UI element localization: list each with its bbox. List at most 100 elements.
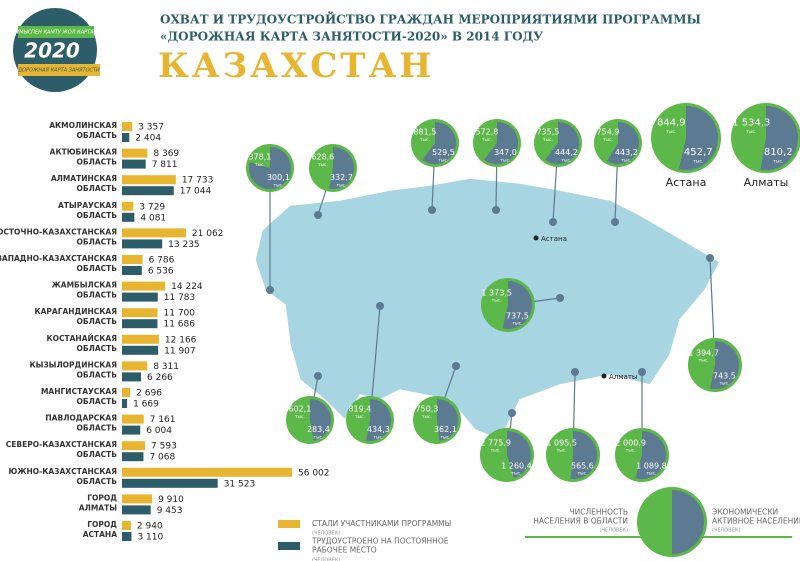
population-label: 750,3 xyxy=(415,405,438,414)
unit-label: тыс. xyxy=(666,130,676,135)
logo-text: ЖҰМЫСПЕН ҚАМТУ ЖОЛ КАРТАСЫ xyxy=(10,30,102,36)
population-label: 1 095,5 xyxy=(546,438,577,447)
region-dot xyxy=(508,409,516,417)
active-wedge xyxy=(760,106,798,170)
logo-text: ДОРОЖНАЯ КАРТА ЗАНЯТОСТИ xyxy=(17,68,100,74)
value-label: 9 910 xyxy=(158,495,184,505)
category-label: АЛМАТИНСКАЯ ОБЛАСТЬ xyxy=(51,174,117,193)
unit-label: тыс. xyxy=(491,449,501,454)
bar xyxy=(122,505,151,515)
value-label: 7 161 xyxy=(150,415,176,425)
unit-label: тыс. xyxy=(646,472,656,477)
legend-label: СТАЛИ УЧАСТНИКАМИ ПРОГРАММЫ xyxy=(312,519,451,528)
active-label: 362,1 xyxy=(434,425,457,434)
unit-label: тыс. xyxy=(719,382,729,387)
active-label: 300,1 xyxy=(267,173,290,182)
active-wedge xyxy=(635,431,666,479)
active-label: 444,2 xyxy=(555,148,578,157)
population-label: 378,1 xyxy=(248,153,271,162)
value-label: 14 224 xyxy=(171,282,203,292)
unit-label: тыс. xyxy=(355,415,365,420)
active-label: 332,7 xyxy=(330,173,353,182)
category-label: ЗАПАДНО-КАЗАХСТАНСКАЯ ОБЛАСТЬ xyxy=(0,254,117,273)
logo-band xyxy=(18,26,94,38)
legend-label: ЧИСЛЕННОСТЬ НАСЕЛЕНИЯ В ОБЛАСТИ xyxy=(533,508,628,526)
region-dot xyxy=(638,368,646,376)
bar xyxy=(122,532,132,541)
unit-label: тыс. xyxy=(336,183,346,188)
subtitle: КАЗАХСТАН xyxy=(158,46,434,86)
active-wedge xyxy=(570,431,597,479)
value-label: 56 002 xyxy=(298,468,330,478)
value-label: 8 369 xyxy=(153,149,179,159)
population-label: 572,8 xyxy=(475,128,498,137)
bar xyxy=(122,494,153,504)
bar xyxy=(122,266,142,275)
bar xyxy=(122,319,158,329)
value-label: 6 004 xyxy=(146,426,172,436)
region-dot xyxy=(556,294,564,302)
unit-label: тыс. xyxy=(295,415,305,420)
population-label: 819,4 xyxy=(348,405,371,414)
unit-label: тыс. xyxy=(561,158,571,163)
bar xyxy=(122,308,158,318)
population-label: 754,9 xyxy=(596,128,619,137)
active-wedge xyxy=(329,147,354,189)
category-label: ПАВЛОДАРСКАЯ ОБЛАСТЬ xyxy=(45,414,117,433)
bar xyxy=(122,212,135,222)
category-label: ГОРОД АСТАНА xyxy=(83,520,118,539)
legend-wedge xyxy=(672,490,704,554)
active-wedge xyxy=(710,341,740,389)
active-label: 452,7 xyxy=(684,147,713,158)
unit-label: тыс. xyxy=(773,160,783,165)
value-label: 4 081 xyxy=(140,213,166,223)
bar xyxy=(122,175,176,185)
population-label: 844,9 xyxy=(657,117,686,128)
unit-label: тыс. xyxy=(512,322,522,327)
unit-label: тыс. xyxy=(557,449,567,454)
value-label: 11 686 xyxy=(163,320,195,330)
active-label: 743,5 xyxy=(713,371,736,380)
city-dot xyxy=(601,373,607,379)
active-label: 283,4 xyxy=(307,425,330,434)
category-label: ВОСТОЧНО-КАЗАХСТАНСКАЯ ОБЛАСТЬ xyxy=(0,227,117,246)
active-label: 737,5 xyxy=(506,311,529,320)
city-name: Астана xyxy=(666,176,707,189)
region-dot xyxy=(314,211,322,219)
region-dot xyxy=(492,206,500,214)
legend-note: (ЧЕЛОВЕК) xyxy=(712,528,740,534)
population-label: 2 775,9 xyxy=(480,438,511,447)
bar xyxy=(122,414,144,424)
unit-label: тыс. xyxy=(500,158,510,163)
bar xyxy=(122,228,186,238)
unit-label: тыс. xyxy=(746,130,756,135)
logo-year: 2020 xyxy=(24,39,80,63)
category-label: АТЫРАУСКАЯ ОБЛАСТЬ xyxy=(58,201,117,220)
active-wedge xyxy=(607,122,639,164)
region-dot xyxy=(376,302,384,310)
population-label: 1 373,5 xyxy=(481,288,512,297)
population-label: 628,6 xyxy=(311,153,334,162)
region-dot xyxy=(428,206,436,214)
value-label: 3 110 xyxy=(137,533,163,543)
unit-label: тыс. xyxy=(273,183,283,188)
value-label: 6 786 xyxy=(149,256,175,266)
population-label: 2 000,9 xyxy=(615,438,646,447)
category-label: АКТЮБИНСКАЯ ОБЛАСТЬ xyxy=(50,148,118,167)
population-label: 881,5 xyxy=(413,128,436,137)
bar xyxy=(122,186,174,196)
bar xyxy=(122,148,148,158)
value-label: 13 235 xyxy=(168,240,200,250)
value-label: 2 696 xyxy=(136,389,162,399)
active-label: 810,2 xyxy=(764,147,793,158)
active-wedge xyxy=(545,122,579,165)
active-wedge xyxy=(366,399,391,442)
active-wedge xyxy=(249,147,291,189)
bar xyxy=(122,399,128,408)
active-label: 434,3 xyxy=(367,425,390,434)
value-label: 11 700 xyxy=(164,309,196,319)
active-label: 529,5 xyxy=(432,148,455,157)
city-name: Алматы xyxy=(744,176,789,189)
legend-note: (ЧЕЛОВЕК) xyxy=(312,558,340,561)
